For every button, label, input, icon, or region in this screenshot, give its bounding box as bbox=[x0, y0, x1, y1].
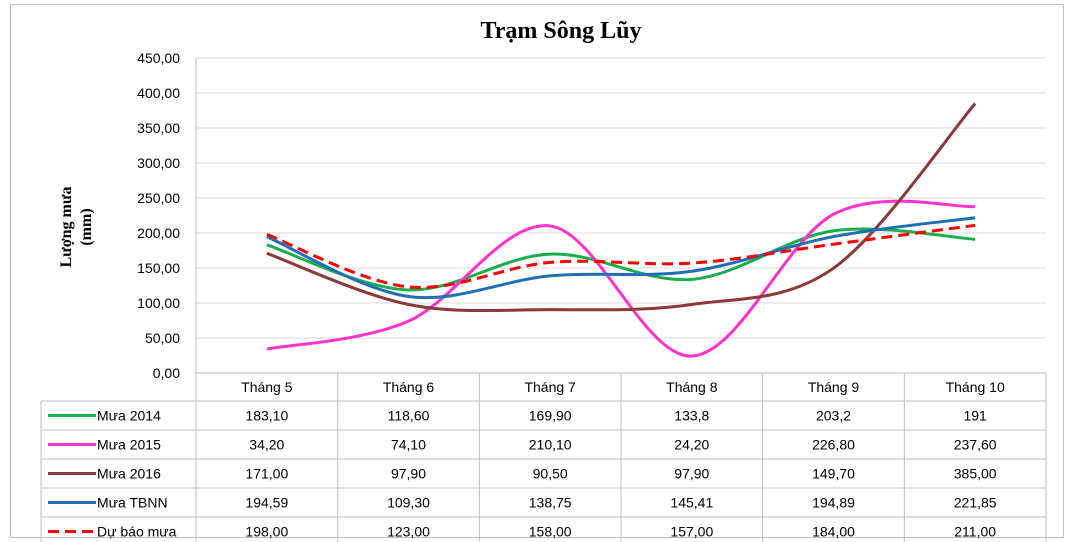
table-cell: 97,90 bbox=[391, 466, 426, 482]
table-cell: 118,60 bbox=[388, 408, 430, 424]
table-cell: 138,75 bbox=[529, 495, 572, 511]
table-cell: 183,10 bbox=[245, 408, 288, 424]
table-cell: 109,30 bbox=[387, 495, 430, 511]
y-tick-label: 0,00 bbox=[153, 365, 180, 381]
table-cell: 184,00 bbox=[812, 524, 855, 540]
table-cell: 34,20 bbox=[249, 437, 284, 453]
table-cell: 149,70 bbox=[812, 466, 855, 482]
table-cell: 90,50 bbox=[533, 466, 568, 482]
y-tick-label: 350,00 bbox=[137, 120, 180, 136]
series-line-5 bbox=[266, 223, 976, 289]
table-cell: 123,00 bbox=[387, 524, 430, 540]
y-tick-label: 150,00 bbox=[137, 260, 180, 276]
series-line-1 bbox=[266, 227, 976, 292]
table-cell: 198,00 bbox=[245, 524, 288, 540]
chart-title: Trạm Sông Lũy bbox=[481, 18, 642, 44]
table-cell: 158,00 bbox=[529, 524, 572, 540]
table-cell: 385,00 bbox=[954, 466, 997, 482]
y-tick-label: 300,00 bbox=[137, 155, 180, 171]
table-cell: 171,00 bbox=[245, 466, 288, 482]
y-tick-label: 250,00 bbox=[137, 190, 180, 206]
table-cell: 169,90 bbox=[529, 408, 572, 424]
category-label: Tháng 6 bbox=[383, 379, 435, 395]
series-label: Dự báo mưa bbox=[97, 524, 177, 540]
category-label: Tháng 5 bbox=[241, 379, 293, 395]
y-axis-label: Lượng mưa (mm) bbox=[58, 187, 95, 268]
data-table: Tháng 5 Tháng 6 Tháng 7 Tháng 8 Tháng 9 Tháng… bbox=[40, 372, 1047, 542]
y-tick-label: 450,00 bbox=[137, 50, 180, 66]
table-cell: 133,8 bbox=[674, 408, 709, 424]
y-axis-label-line-2: (mm) bbox=[78, 208, 95, 245]
table-cell: 145,41 bbox=[670, 495, 713, 511]
y-tick-label: 50,00 bbox=[145, 330, 180, 346]
series-line-2 bbox=[266, 199, 976, 358]
table-cell: 211,00 bbox=[954, 524, 996, 540]
y-tick-label: 200,00 bbox=[137, 225, 180, 241]
category-label: Tháng 9 bbox=[808, 379, 860, 395]
table-cell: 24,20 bbox=[674, 437, 709, 453]
table-cell: 237,60 bbox=[954, 437, 997, 453]
y-axis-ticks: 0,00 50,00 100,00 150,00 200,00 250,00 300,00 3… bbox=[137, 50, 180, 381]
table-cell: 157,00 bbox=[670, 524, 713, 540]
table-cell: 194,89 bbox=[812, 495, 855, 511]
y-tick-label: 100,00 bbox=[137, 295, 180, 311]
table-cell: 97,90 bbox=[674, 466, 709, 482]
series-lines bbox=[266, 102, 977, 358]
table-cell: 210,10 bbox=[529, 437, 572, 453]
table-cell: 74,10 bbox=[391, 437, 426, 453]
series-line-4 bbox=[266, 216, 976, 300]
series-label: Mưa 2014 bbox=[97, 408, 161, 424]
table-cell: 226,80 bbox=[812, 437, 855, 453]
table-cell: 194,59 bbox=[245, 495, 288, 511]
series-label: Mưa 2015 bbox=[97, 437, 161, 453]
category-label: Tháng 10 bbox=[946, 379, 1005, 395]
series-label: Mưa 2016 bbox=[97, 466, 161, 482]
series-line-3 bbox=[266, 102, 977, 313]
category-label: Tháng 8 bbox=[666, 379, 718, 395]
y-axis-label-line-1: Lượng mưa bbox=[58, 187, 75, 268]
table-cell: 221,85 bbox=[954, 495, 997, 511]
series-label: Mưa TBNN bbox=[97, 495, 168, 511]
category-label: Tháng 7 bbox=[524, 379, 576, 395]
table-cell: 203,2 bbox=[816, 408, 851, 424]
gridlines bbox=[195, 57, 1046, 374]
table-cell: 191 bbox=[963, 408, 987, 424]
y-tick-label: 400,00 bbox=[137, 85, 180, 101]
